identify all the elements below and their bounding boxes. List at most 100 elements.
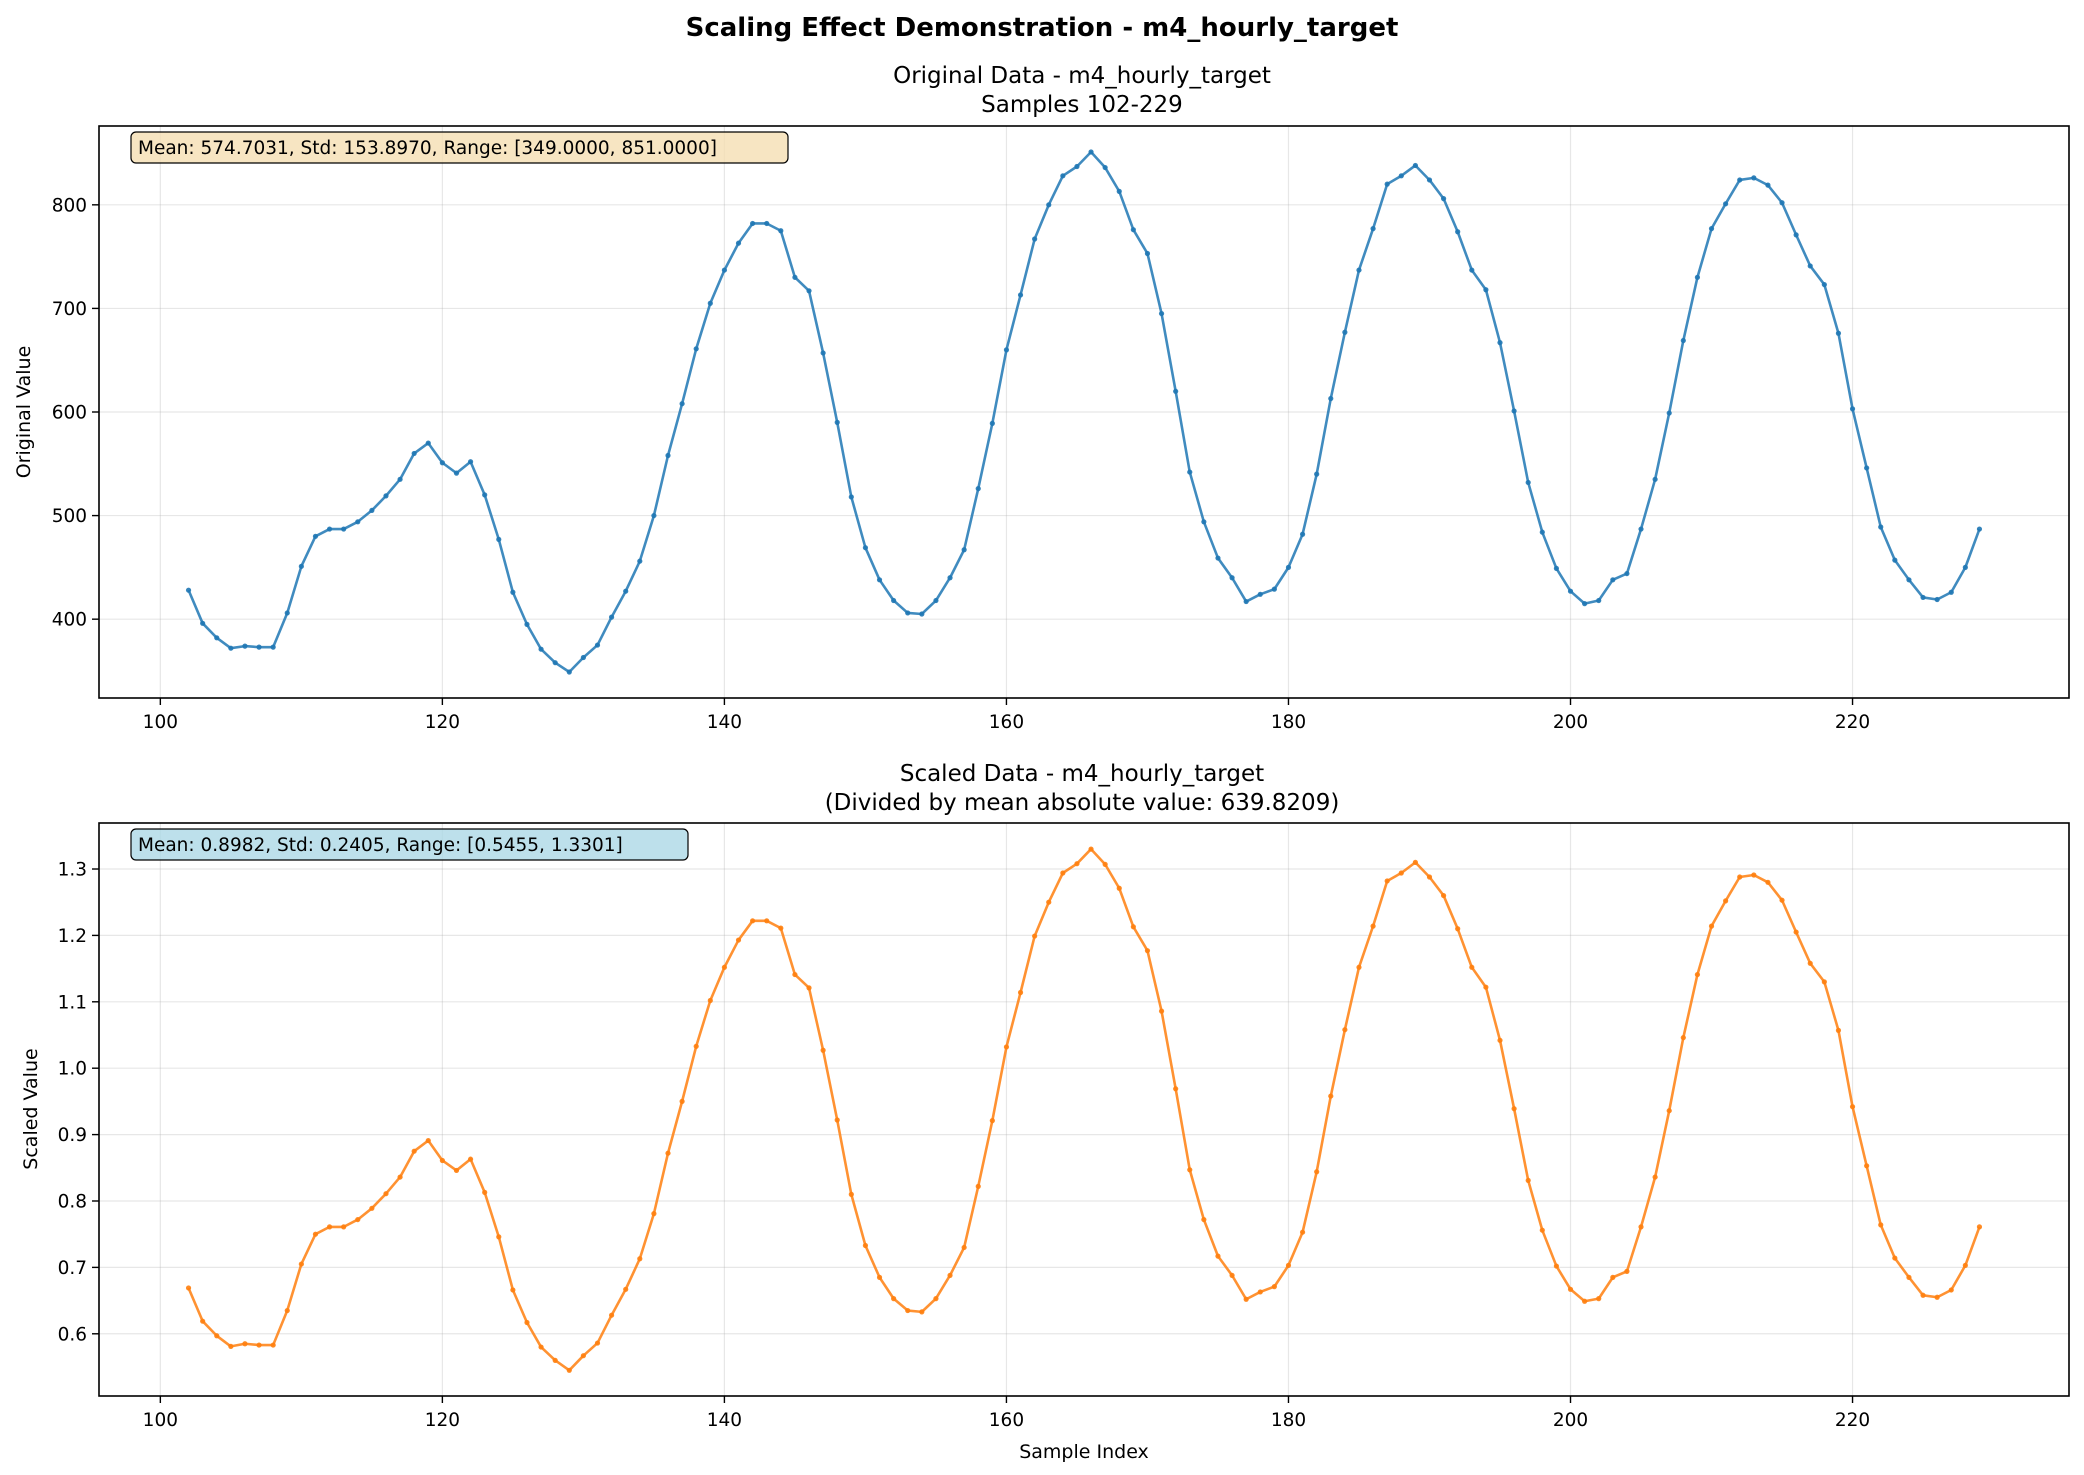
panel-original-point (1962, 564, 1968, 570)
panel-original-xtick-label: 200 (1553, 712, 1588, 733)
panel-original-xtick-label: 140 (707, 712, 742, 733)
panel-scaled-point (1173, 1086, 1179, 1092)
panel-scaled-point (496, 1234, 502, 1240)
panel-original-ytick-label: 800 (52, 195, 87, 216)
panel-scaled-point (326, 1224, 333, 1230)
panel-original-xtick-label: 160 (989, 712, 1024, 733)
panel-scaled-point (411, 1148, 417, 1154)
panel-original-point (1680, 337, 1686, 344)
panel-scaled-point (1849, 1104, 1856, 1110)
panel-original-point (1638, 526, 1644, 532)
panel-original-point (256, 644, 262, 650)
panel-scaled-point (341, 1224, 347, 1230)
panel-original-point (608, 614, 615, 620)
panel-scaled-stats-bg (130, 828, 689, 861)
panel-original-point (1328, 395, 1334, 402)
panel-scaled-ytick-label: 1.3 (58, 860, 87, 881)
panel-scaled-point (1638, 1224, 1644, 1230)
panel-scaled-point (1455, 926, 1461, 932)
panel-original-point (383, 493, 389, 499)
panel-scaled-point (1497, 1037, 1503, 1043)
panel-original-point (566, 669, 572, 675)
panel-scaled-point (369, 1205, 375, 1211)
panel-scaled-point (750, 918, 756, 924)
panel-scaled-point (1440, 892, 1447, 899)
panel-scaled-point (1553, 1263, 1560, 1269)
panel-scaled: Scaled Data - m4_hourly_target (Divided … (20, 761, 2070, 1463)
panel-original-point (665, 452, 671, 459)
panel-original-point (806, 288, 812, 294)
panel-original-point (1624, 570, 1630, 577)
panel-scaled-xtick-label: 100 (143, 1410, 178, 1431)
panel-scaled-point (439, 1157, 445, 1164)
panel-original-point (355, 519, 361, 525)
panel-original-point (778, 228, 784, 234)
panel-scaled-point (397, 1174, 403, 1180)
panel-original-point (764, 220, 770, 227)
panel-scaled-point (1384, 878, 1390, 884)
panel-original-series (185, 149, 1983, 675)
panel-scaled-ytick-label: 0.6 (58, 1324, 87, 1345)
panel-scaled-point (975, 1183, 981, 1189)
panel-scaled-point (1835, 1027, 1842, 1033)
panel-original-point (721, 267, 728, 273)
panel-scaled-point (1469, 964, 1475, 970)
panel-scaled-point (623, 1286, 629, 1292)
panel-original-point (1582, 601, 1588, 607)
panel-original-point (1596, 597, 1602, 604)
panel-scaled-ticks: 100 120 140 160 180 200 220 0.6 0.7 0.8 0.9 1.0 1.1 1… (58, 860, 1871, 1431)
panel-original-point (242, 643, 248, 649)
panel-scaled-point (1130, 924, 1136, 930)
panel-scaled-point (1271, 1284, 1277, 1290)
panel-scaled-point (312, 1231, 319, 1237)
panel-original-point (1003, 347, 1010, 353)
panel-original-point (524, 621, 530, 627)
panel-scaled-point (1187, 1167, 1193, 1173)
panel-scaled-point (961, 1244, 967, 1251)
panel-scaled-point (1229, 1272, 1235, 1278)
panel-scaled-point (270, 1342, 276, 1348)
panel-original-point (1723, 201, 1729, 207)
panel-scaled-frame (98, 822, 2070, 1397)
panel-scaled-point (256, 1342, 262, 1348)
panel-scaled-xtick-label: 160 (989, 1410, 1024, 1431)
panel-scaled-point (1032, 933, 1038, 939)
panel-original-point (1060, 173, 1066, 179)
panel-scaled-point (665, 1150, 671, 1156)
panel-scaled-point (1878, 1222, 1884, 1228)
panel-scaled-point (806, 985, 812, 991)
panel-original-point (482, 492, 488, 498)
panel-scaled-point (1356, 964, 1362, 970)
panel-original-ticks: 100 120 140 160 180 200 220 400 500 600 700 800 (52, 195, 1871, 733)
panel-original-point (1257, 591, 1263, 597)
panel-scaled-xtick-label: 180 (1271, 1410, 1306, 1431)
panel-original-point (1666, 410, 1672, 416)
panel-scaled-xtick-label: 200 (1553, 1410, 1588, 1431)
panel-scaled-point (1610, 1274, 1616, 1280)
panel-original-point (1130, 227, 1136, 233)
panel-original-point (1215, 555, 1221, 561)
panel-scaled-point (355, 1216, 361, 1223)
panel-original-ytick-label: 600 (52, 403, 87, 424)
panel-scaled-point (1158, 1008, 1165, 1014)
panel-original-xtick-label: 220 (1835, 712, 1870, 733)
panel-scaled-point (1398, 870, 1404, 876)
panel-original-point (1779, 200, 1785, 206)
panel-scaled-point (510, 1287, 516, 1293)
panel-original-point (1694, 274, 1701, 280)
panel-scaled-point (1243, 1296, 1249, 1302)
panel-scaled-point (425, 1137, 431, 1144)
panel-scaled-point (1596, 1296, 1602, 1302)
panel-scaled-point (1215, 1253, 1221, 1259)
panel-scaled-point (1652, 1174, 1658, 1180)
panel-scaled-series (185, 846, 1983, 1373)
panel-original-point (975, 486, 981, 492)
panel-scaled-point (1666, 1108, 1672, 1114)
panel-original-point (1483, 287, 1489, 293)
panel-scaled-point (1144, 948, 1151, 954)
panel-original-frame (98, 125, 2070, 699)
panel-scaled-point (933, 1296, 939, 1302)
panel-scaled-point (1906, 1274, 1912, 1280)
panel-scaled-point (1680, 1035, 1686, 1041)
